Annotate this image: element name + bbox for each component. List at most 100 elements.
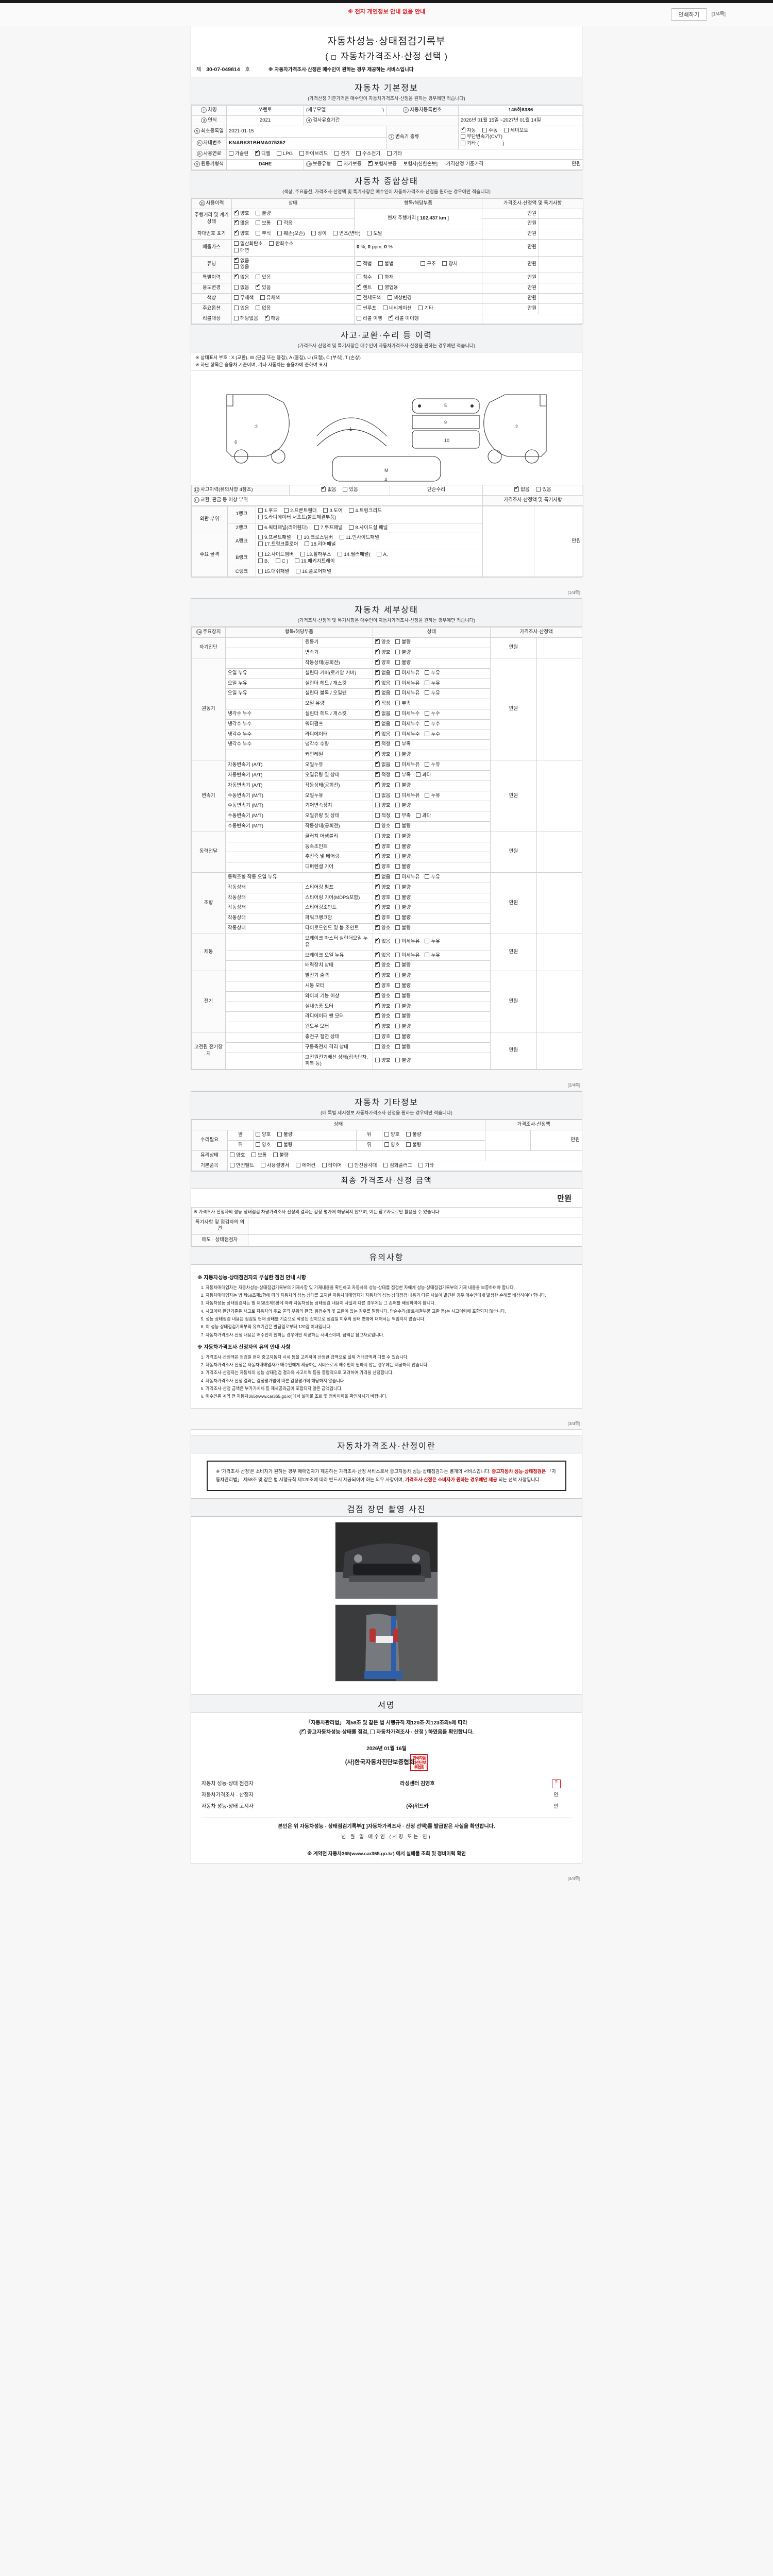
checkbox-icon[interactable] <box>375 750 380 757</box>
price-input[interactable] <box>536 760 582 832</box>
option-양호[interactable]: 양호 <box>375 883 390 891</box>
checkbox-icon[interactable] <box>256 305 261 310</box>
checkbox-icon[interactable] <box>375 1034 380 1039</box>
option-양호[interactable]: 양호 <box>375 842 390 851</box>
checkbox-icon[interactable] <box>277 231 282 236</box>
option-불량[interactable]: 불량 <box>395 854 411 860</box>
option-불량[interactable]: 불량 <box>395 639 411 646</box>
trans-opt-auto[interactable]: 자동 <box>461 126 476 134</box>
checkbox-icon[interactable] <box>357 295 361 300</box>
checkbox-icon[interactable] <box>269 241 274 246</box>
panel-roof[interactable]: 7.루프패널 <box>314 524 343 532</box>
price-input[interactable] <box>536 657 582 761</box>
fuel-opt-hydrogen[interactable]: 수소전기 <box>356 151 380 158</box>
option-불량[interactable]: 불량 <box>395 1024 411 1030</box>
option-미세누유[interactable]: 미세누유 <box>395 939 419 945</box>
checkbox-icon[interactable] <box>357 261 361 266</box>
option-누유[interactable]: 누유 <box>425 792 440 800</box>
opt-normal[interactable]: 보통 <box>251 1152 267 1159</box>
checkbox-icon[interactable] <box>277 221 282 226</box>
opt-bad[interactable]: 불량 <box>406 1142 422 1149</box>
checkbox-icon[interactable] <box>395 854 400 859</box>
opt-applicable[interactable]: 해당 <box>264 314 280 323</box>
checkbox-icon[interactable] <box>395 650 400 655</box>
option-양호[interactable]: 양호 <box>375 971 390 979</box>
checkbox-icon[interactable] <box>375 760 380 767</box>
checkbox-icon[interactable] <box>251 1152 257 1157</box>
option-누유[interactable]: 누유 <box>425 952 440 959</box>
checkbox-icon[interactable] <box>395 639 400 645</box>
checkbox-icon[interactable] <box>425 939 430 944</box>
checkbox-icon[interactable] <box>395 993 400 998</box>
checkbox-icon[interactable] <box>375 833 380 838</box>
item-etc[interactable]: 기타 <box>418 1162 434 1170</box>
option-불량[interactable]: 불량 <box>395 905 411 911</box>
checkbox-icon[interactable] <box>357 275 361 280</box>
checkbox-icon[interactable] <box>375 730 380 736</box>
checkbox-icon[interactable] <box>482 127 488 132</box>
option-양호[interactable]: 양호 <box>375 823 390 830</box>
cell-price-input[interactable] <box>538 293 584 304</box>
option-미세누수[interactable]: 미세누수 <box>395 711 419 718</box>
checkbox-icon[interactable] <box>343 487 348 492</box>
panel-quarter[interactable]: 6.쿼터패널(리어휀다) <box>258 524 308 532</box>
checkbox-icon[interactable] <box>375 1044 380 1049</box>
option-불량[interactable]: 불량 <box>395 833 411 840</box>
checkbox-icon[interactable] <box>258 552 263 557</box>
warranty-opt-self[interactable]: 자가보증 <box>337 161 362 168</box>
option-미세누유[interactable]: 미세누유 <box>395 670 419 677</box>
checkbox-icon[interactable] <box>256 283 261 290</box>
option-불량[interactable]: 불량 <box>395 962 411 969</box>
opt-illegal[interactable]: 불법 <box>378 261 394 268</box>
option-누수[interactable]: 누수 <box>425 731 440 738</box>
fuel-opt-gasoline[interactable]: 가솔린 <box>229 151 248 158</box>
checkbox-icon[interactable] <box>395 741 400 747</box>
checkbox-icon[interactable] <box>256 1132 260 1137</box>
checkbox-icon[interactable] <box>378 261 383 266</box>
checkbox-icon[interactable] <box>234 315 239 320</box>
fuel-opt-lpg[interactable]: LPG <box>277 151 293 158</box>
checkbox-icon[interactable] <box>395 670 400 675</box>
trans-opt-manual[interactable]: 수동 <box>482 127 498 134</box>
option-양호[interactable]: 양호 <box>375 648 390 656</box>
panel-floor[interactable]: 16.플로어패널 <box>295 568 331 575</box>
checkbox-icon[interactable] <box>395 690 400 696</box>
option-없음[interactable]: 없음 <box>375 669 390 677</box>
checkbox-icon[interactable] <box>256 1142 260 1147</box>
cell-price-input[interactable] <box>538 208 584 219</box>
checkbox-icon[interactable] <box>375 862 380 869</box>
checkbox-icon[interactable] <box>375 669 380 675</box>
checkbox-icon[interactable] <box>375 971 380 978</box>
option-미세누수[interactable]: 미세누수 <box>395 721 419 728</box>
option-미세누수[interactable]: 미세누수 <box>395 731 419 738</box>
checkbox-icon[interactable] <box>375 937 380 944</box>
checkbox-icon[interactable] <box>300 552 305 557</box>
opt-good[interactable]: 양호 <box>234 209 249 217</box>
panel-radiator-support[interactable]: 5.라디에이터 서포트(볼트체결부품) <box>258 514 336 521</box>
checkbox-icon[interactable] <box>395 772 400 777</box>
cell-price-input[interactable] <box>538 239 584 257</box>
checkbox-icon[interactable] <box>375 658 380 665</box>
option-양호[interactable]: 양호 <box>375 1044 390 1051</box>
option-불량[interactable]: 불량 <box>395 993 411 1000</box>
sign-checkbox-performance[interactable] <box>301 1728 306 1734</box>
checkbox-icon[interactable] <box>395 884 400 889</box>
cell-seller-value[interactable] <box>247 1234 583 1246</box>
checkbox-icon[interactable] <box>461 141 465 146</box>
checkbox-icon[interactable] <box>234 257 239 263</box>
opt-bad[interactable]: 불량 <box>277 1142 293 1149</box>
warranty-opt-insurer[interactable]: 보험사보증 <box>368 160 397 168</box>
price-input[interactable] <box>536 971 582 1032</box>
checkbox-icon[interactable] <box>382 305 388 310</box>
option-양호[interactable]: 양호 <box>375 658 390 667</box>
option-적정[interactable]: 적정 <box>375 740 390 748</box>
checkbox-icon[interactable] <box>258 558 263 563</box>
checkbox-icon[interactable] <box>395 1003 400 1008</box>
cell-price-input[interactable] <box>538 256 584 274</box>
cell-price-input[interactable] <box>538 218 584 230</box>
option-양호[interactable]: 양호 <box>375 961 390 969</box>
checkbox-icon[interactable] <box>415 813 421 818</box>
panel-hood[interactable]: 1.후드 <box>258 507 277 515</box>
checkbox-icon[interactable] <box>375 638 380 645</box>
fuel-opt-other[interactable]: 기타 <box>386 151 402 158</box>
